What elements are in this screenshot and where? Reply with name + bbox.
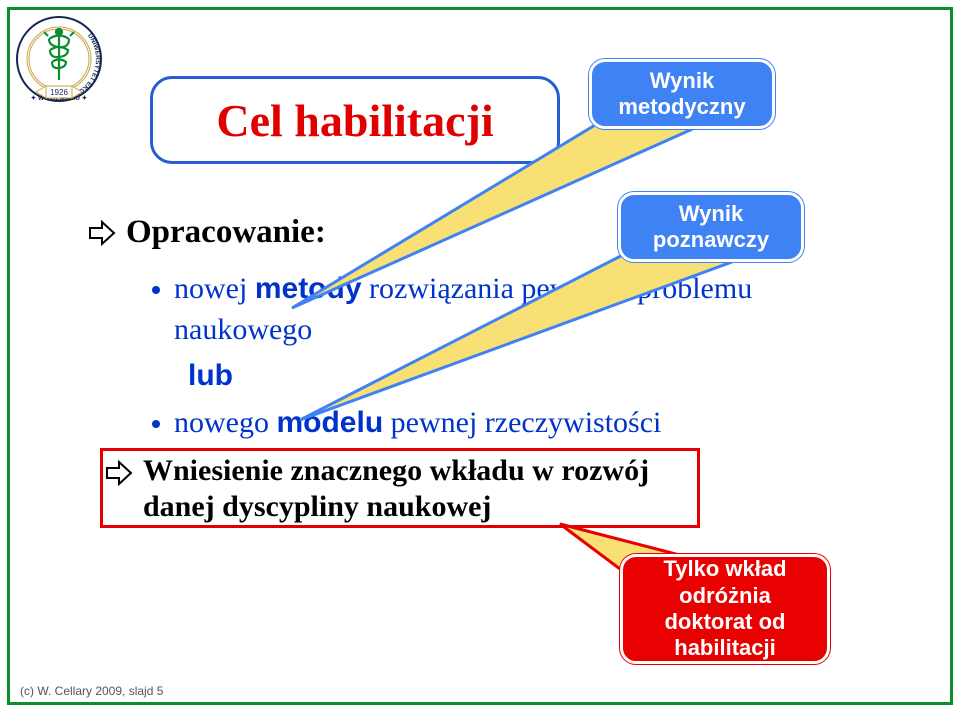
sub-item-method: nowej metody rozwiązania pewnego problem… — [152, 269, 858, 350]
slide-title: Cel habilitacji — [216, 94, 493, 147]
sub2-post: pewnej rzeczywistości — [383, 406, 661, 439]
bullet-icon — [152, 286, 160, 294]
sub-item-model: nowego modelu pewnej rzeczywistości — [152, 403, 858, 444]
heading-text: Opracowanie: — [126, 214, 326, 251]
label-methodical: Wynik metodyczny — [589, 59, 775, 129]
sub1-pre: nowej — [174, 272, 255, 305]
arrow-right-icon — [88, 219, 116, 247]
sub-or: lub — [188, 359, 233, 392]
slide-title-banner: Cel habilitacji — [150, 76, 560, 164]
sub2-pre: nowego — [174, 406, 276, 439]
sub-list: nowej metody rozwiązania pewnego problem… — [152, 269, 858, 443]
label-cognitive: Wynik poznawczy — [618, 192, 804, 262]
logo-year: 1926 — [50, 88, 68, 97]
sub-item-or: lub — [152, 356, 858, 397]
contribution-frame: Wniesienie znacznego wkładu w rozwój dan… — [100, 448, 700, 528]
footer-text: (c) W. Cellary 2009, slajd 5 — [20, 684, 163, 698]
slide: UNIWERSYTET EKONOMICZNY ✦ W POZNANIU ✦ 1… — [0, 0, 960, 712]
sub2-bold: modelu — [276, 406, 383, 439]
arrow-right-icon — [105, 459, 133, 487]
label-contribution-only: Tylko wkład odróżnia doktorat od habilit… — [620, 554, 830, 664]
bullet-icon — [152, 420, 160, 428]
sub1-bold: metody — [255, 272, 362, 305]
university-logo: UNIWERSYTET EKONOMICZNY ✦ W POZNANIU ✦ 1… — [14, 14, 104, 118]
contribution-text: Wniesienie znacznego wkładu w rozwój dan… — [143, 453, 689, 525]
